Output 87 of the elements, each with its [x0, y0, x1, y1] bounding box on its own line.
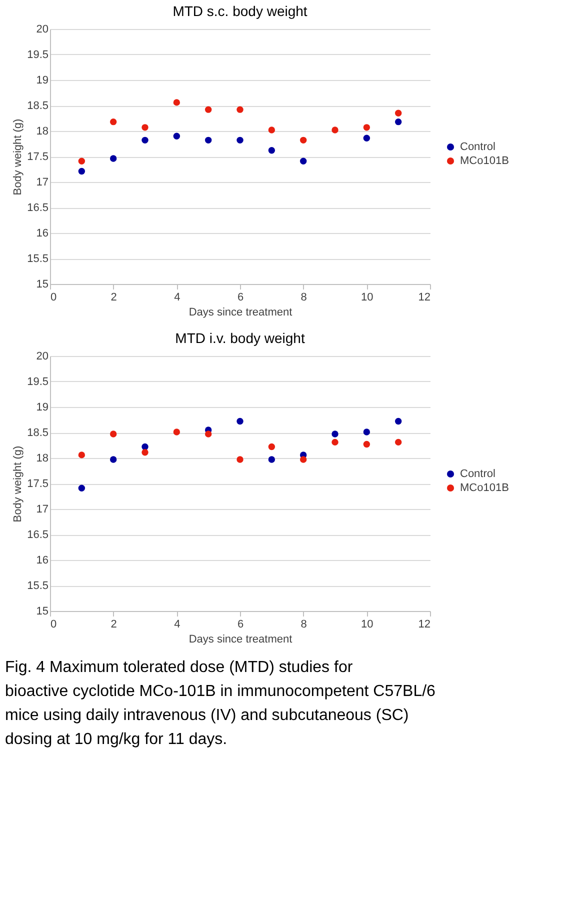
point — [204, 106, 212, 113]
point — [332, 438, 338, 446]
y-tick-label: 15.5 — [27, 580, 48, 592]
point — [300, 456, 307, 463]
y-tick-label: 16 — [36, 554, 48, 566]
x-tick-label: 6 — [237, 292, 244, 304]
legend-label: Control — [460, 141, 496, 153]
point — [300, 158, 307, 164]
point — [78, 158, 86, 164]
legend-label: MCo101B — [460, 155, 509, 167]
x-tick-label: 4 — [174, 292, 180, 304]
x-tick-label: 8 — [300, 292, 307, 304]
y-tick-label: 18.5 — [27, 427, 48, 439]
y-tick-label: 16 — [36, 228, 48, 240]
point — [110, 118, 117, 126]
point — [363, 134, 370, 142]
point — [78, 484, 86, 492]
point — [332, 126, 338, 134]
y-tick-label: 19 — [36, 74, 48, 86]
point — [173, 428, 180, 436]
point — [78, 168, 86, 175]
y-tick-label: 19 — [36, 402, 48, 414]
y-axis-title: Body weight (g) — [12, 446, 24, 522]
x-axis-title: Days since treatment — [188, 306, 292, 318]
legend-label: MCo101B — [460, 482, 509, 494]
y-tick-label: 17.5 — [27, 151, 48, 163]
chart-title: MTD i.v. body weight — [175, 330, 305, 346]
y-tick-label: 15 — [36, 278, 48, 290]
point — [173, 132, 180, 140]
y-tick-label: 16.5 — [27, 529, 48, 541]
point — [300, 136, 307, 144]
point — [142, 136, 148, 144]
point — [268, 126, 276, 134]
y-tick-label: 20 — [36, 24, 48, 36]
point — [204, 430, 212, 438]
y-tick-label: 19.5 — [27, 49, 48, 61]
point — [142, 449, 148, 456]
x-tick-label: 4 — [174, 618, 180, 630]
point — [110, 155, 117, 162]
x-tick-label: 12 — [418, 618, 430, 630]
x-tick-label: 2 — [110, 292, 117, 304]
x-tick-label: 8 — [300, 618, 307, 630]
point — [142, 124, 148, 131]
x-axis-title: Days since treatment — [188, 634, 292, 646]
y-tick-label: 19.5 — [27, 376, 48, 388]
point — [236, 418, 244, 425]
y-tick-label: 18.5 — [27, 100, 48, 112]
y-tick-label: 17 — [36, 176, 48, 188]
x-tick-label: 10 — [361, 292, 374, 304]
x-tick-label: 12 — [418, 292, 430, 304]
x-tick-label: 0 — [50, 292, 57, 304]
chart-title: MTD s.c. body weight — [172, 3, 308, 19]
x-tick-label: 10 — [361, 618, 374, 630]
point — [173, 99, 180, 106]
point — [394, 118, 402, 126]
x-tick-label: 6 — [237, 618, 244, 630]
point — [236, 136, 244, 144]
point — [268, 147, 276, 154]
caption: Fig. 4 Maximum tolerated dose (MTD) studies for bioactive cyclotide MCo-101B in immunocompetent C57BL/6 mice using daily intravenous (IV) and subcutaneous (SC) dosing at 10 mg/kg for 11 days. — [5, 659, 436, 748]
y-tick-label: 16.5 — [27, 202, 48, 214]
point — [363, 440, 370, 448]
point — [332, 430, 338, 438]
y-tick-label: 18 — [36, 126, 48, 138]
point — [236, 456, 244, 463]
legend-label: Control — [460, 468, 496, 480]
point — [78, 452, 86, 458]
point — [394, 438, 402, 446]
y-tick-label: 15 — [36, 606, 48, 618]
point — [394, 110, 402, 116]
y-tick-label: 18 — [36, 452, 48, 464]
y-tick-label: 17 — [36, 504, 48, 516]
y-tick-label: 20 — [36, 350, 48, 362]
y-axis-title: Body weight (g) — [12, 118, 24, 196]
point — [142, 443, 148, 450]
point — [268, 443, 276, 450]
point — [236, 106, 244, 113]
point — [204, 136, 212, 144]
point — [268, 456, 276, 463]
point — [110, 430, 117, 438]
point — [363, 124, 370, 131]
y-tick-label: 17.5 — [27, 478, 48, 490]
point — [394, 418, 402, 425]
point — [110, 456, 117, 463]
x-tick-label: 2 — [110, 618, 117, 630]
x-tick-label: 0 — [50, 618, 57, 630]
y-tick-label: 15.5 — [27, 253, 48, 265]
point — [363, 428, 370, 436]
